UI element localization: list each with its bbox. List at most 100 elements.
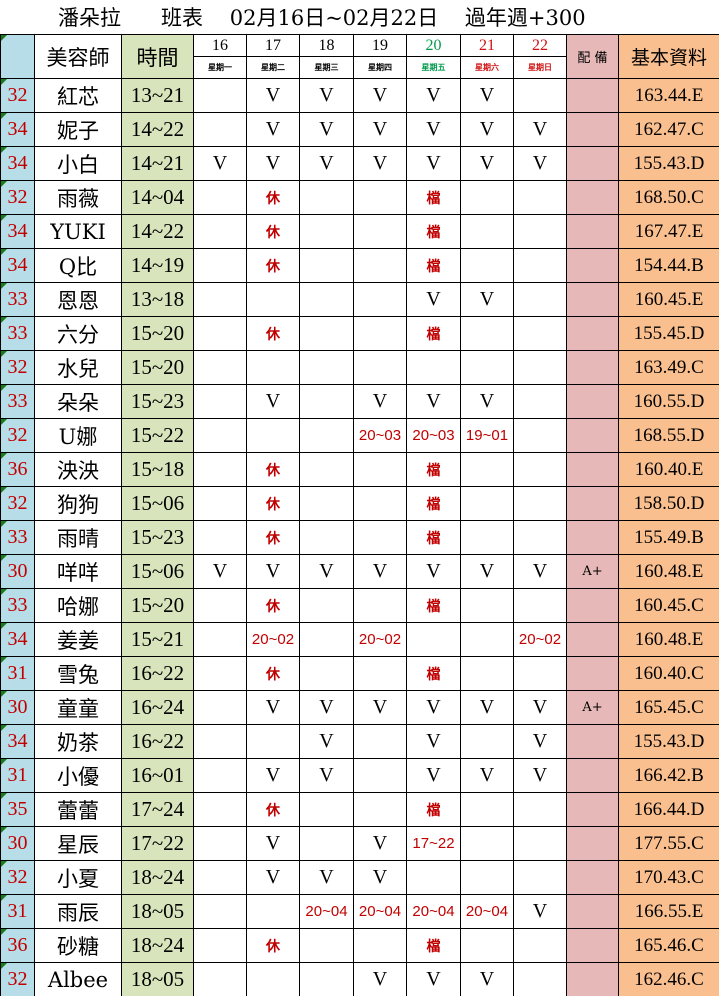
age-cell: 32 xyxy=(0,180,35,215)
age-cell: 35 xyxy=(0,792,35,827)
time-cell: 15~21 xyxy=(121,622,194,657)
info-cell: 163.49.C xyxy=(618,350,719,385)
day-cell xyxy=(460,248,514,283)
day-cell: V xyxy=(193,554,247,589)
note-cell xyxy=(566,384,619,419)
day-cell xyxy=(353,588,407,623)
day-cell xyxy=(460,622,514,657)
day-cell: 檔 xyxy=(406,248,461,283)
time-cell: 15~20 xyxy=(121,350,194,385)
day-cell: V xyxy=(353,384,407,419)
name-cell: YUKI xyxy=(34,214,122,249)
name-cell: 奶茶 xyxy=(34,724,122,759)
day-cell: V xyxy=(299,112,354,147)
day-cell: 檔 xyxy=(406,452,461,487)
info-cell: 154.44.B xyxy=(618,248,719,283)
day-cell xyxy=(353,316,407,351)
day-cell xyxy=(299,486,354,521)
day-cell: V xyxy=(193,146,247,181)
age-cell: 33 xyxy=(0,282,35,317)
day-cell: V xyxy=(460,112,514,147)
day-cell: 休 xyxy=(246,486,300,521)
info-cell: 177.55.C xyxy=(618,826,719,861)
time-cell: 15~23 xyxy=(121,520,194,555)
age-cell: 34 xyxy=(0,146,35,181)
time-cell: 18~05 xyxy=(121,894,194,929)
name-cell: 哈娜 xyxy=(34,588,122,623)
time-cell: 15~23 xyxy=(121,384,194,419)
day-cell: V xyxy=(460,384,514,419)
day-cell xyxy=(460,180,514,215)
time-cell: 17~22 xyxy=(121,826,194,861)
day-cell xyxy=(193,282,247,317)
name-cell: 狗狗 xyxy=(34,486,122,521)
day-cell: 檔 xyxy=(406,656,461,691)
day-weekday-19: 星期四 xyxy=(353,56,407,79)
day-cell: 休 xyxy=(246,520,300,555)
info-cell: 163.44.E xyxy=(618,78,719,113)
day-cell: 20~04 xyxy=(460,894,514,929)
day-cell xyxy=(513,316,567,351)
day-cell xyxy=(299,384,354,419)
age-cell: 30 xyxy=(0,826,35,861)
day-date-17: 17 xyxy=(246,34,300,57)
name-cell: Q比 xyxy=(34,248,122,283)
day-cell: V xyxy=(353,146,407,181)
age-cell: 32 xyxy=(0,78,35,113)
day-cell xyxy=(246,724,300,759)
day-cell xyxy=(513,656,567,691)
day-date-21: 21 xyxy=(460,34,514,57)
day-cell: 20~02 xyxy=(513,622,567,657)
day-cell: V xyxy=(353,78,407,113)
day-cell xyxy=(460,826,514,861)
name-cell: 星辰 xyxy=(34,826,122,861)
name-header: 美容師 xyxy=(34,34,122,79)
note-cell xyxy=(566,214,619,249)
table-row: 33 六分 15~20 休 檔 155.45.D xyxy=(0,316,719,351)
day-cell xyxy=(193,214,247,249)
day-cell xyxy=(513,248,567,283)
table-row: 30 星辰 17~22 V V 17~22 177.55.C xyxy=(0,826,719,861)
day-cell xyxy=(246,350,300,385)
day-cell xyxy=(353,792,407,827)
day-cell: V xyxy=(353,826,407,861)
day-cell xyxy=(193,384,247,419)
note-cell xyxy=(566,656,619,691)
name-cell: 小優 xyxy=(34,758,122,793)
info-cell: 155.43.D xyxy=(618,724,719,759)
time-cell: 16~24 xyxy=(121,690,194,725)
info-cell: 166.42.B xyxy=(618,758,719,793)
day-cell xyxy=(513,962,567,996)
day-cell: V xyxy=(460,758,514,793)
table-row: 31 雨辰 18~05 20~04 20~04 20~04 20~04 V 166.55.E xyxy=(0,894,719,929)
day-cell: V xyxy=(406,690,461,725)
day-cell: V xyxy=(246,758,300,793)
table-row: 32 Albee 18~05 V V V 162.46.C xyxy=(0,962,719,996)
day-cell xyxy=(406,350,461,385)
note-cell: A+ xyxy=(566,554,619,589)
time-cell: 15~22 xyxy=(121,418,194,453)
day-cell xyxy=(353,724,407,759)
time-cell: 16~22 xyxy=(121,724,194,759)
time-cell: 15~20 xyxy=(121,588,194,623)
time-cell: 18~24 xyxy=(121,928,194,963)
day-cell: V xyxy=(246,826,300,861)
day-cell xyxy=(193,894,247,929)
day-cell xyxy=(193,690,247,725)
age-cell: 30 xyxy=(0,554,35,589)
name-cell: 雪兔 xyxy=(34,656,122,691)
table-row: 36 泱泱 15~18 休 檔 160.40.E xyxy=(0,452,719,487)
table-row: 34 YUKI 14~22 休 檔 167.47.E xyxy=(0,214,719,249)
note-cell xyxy=(566,78,619,113)
day-cell: 檔 xyxy=(406,214,461,249)
day-cell: V xyxy=(299,78,354,113)
day-cell xyxy=(460,316,514,351)
day-cell: 20~04 xyxy=(406,894,461,929)
day-cell xyxy=(513,486,567,521)
name-cell: 六分 xyxy=(34,316,122,351)
day-cell xyxy=(513,520,567,555)
day-cell xyxy=(193,112,247,147)
day-cell: 20~03 xyxy=(406,418,461,453)
day-cell xyxy=(513,928,567,963)
